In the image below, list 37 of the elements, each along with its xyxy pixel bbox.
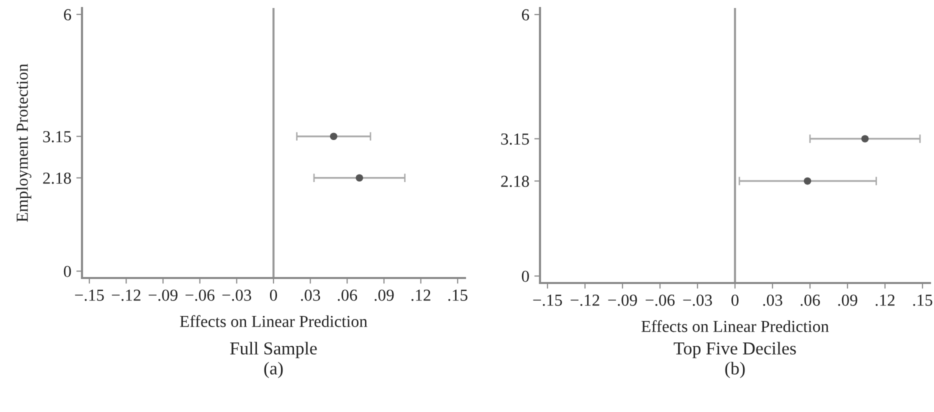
x-tick-label: 0 <box>731 294 739 306</box>
y-tick-label: 2.18 <box>501 176 529 188</box>
x-tick-label: −.12 <box>570 294 600 306</box>
x-tick-label: .06 <box>800 294 820 306</box>
text: Top Five Deciles <box>674 342 796 358</box>
text: Full Sample <box>230 342 317 358</box>
x-tick-label: −.12 <box>112 290 140 301</box>
x-tick-label: .09 <box>374 290 394 301</box>
x-tick-label: .06 <box>338 290 358 301</box>
x-tick-label: .15 <box>448 290 468 301</box>
y-axis-title: Employment Protection <box>16 64 32 222</box>
y-tick-label: 3.15 <box>501 133 529 145</box>
x-tick-label: .09 <box>838 294 858 306</box>
x-tick-label: .03 <box>763 294 782 306</box>
x-axis-title: Effects on Linear Prediction <box>180 315 368 328</box>
x-axis-title: Effects on Linear Prediction <box>641 320 829 332</box>
x-tick-label: −.03 <box>683 294 712 306</box>
y-tick-label: 2.18 <box>43 172 71 184</box>
x-tick-label: .12 <box>411 290 430 301</box>
y-tick-label: 0 <box>64 266 71 278</box>
x-tick-label: −.09 <box>148 290 178 301</box>
x-tick-label: −.09 <box>608 294 637 306</box>
x-tick-label: −.15 <box>533 294 562 306</box>
text: (a) <box>264 362 283 378</box>
x-tick-label: .03 <box>301 290 320 301</box>
y-tick-label: 6 <box>522 9 530 20</box>
x-tick-label: .15 <box>913 294 932 306</box>
y-tick-label: 3.15 <box>43 131 71 142</box>
text: (b) <box>725 362 745 378</box>
x-tick-label: −.03 <box>222 290 252 301</box>
x-tick-label: −.15 <box>75 290 104 301</box>
x-tick-label: −.06 <box>186 290 214 301</box>
y-tick-label: 0 <box>522 270 529 282</box>
x-tick-label: −.06 <box>646 294 675 306</box>
x-tick-label: .12 <box>876 294 894 306</box>
x-tick-label: 0 <box>270 290 278 301</box>
y-tick-label: 6 <box>64 9 72 20</box>
